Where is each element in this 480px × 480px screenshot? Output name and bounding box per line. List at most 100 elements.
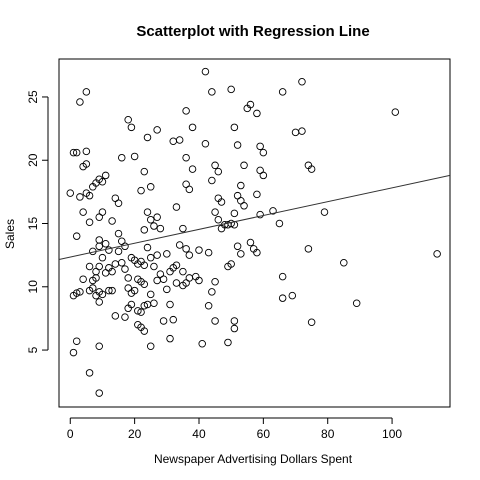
data-point bbox=[234, 142, 241, 149]
data-point bbox=[353, 300, 360, 307]
data-point bbox=[99, 209, 106, 216]
data-point bbox=[215, 216, 222, 223]
data-point bbox=[176, 242, 183, 249]
data-point bbox=[205, 302, 212, 309]
x-tick-label: 40 bbox=[192, 427, 206, 441]
data-point bbox=[260, 172, 267, 179]
data-point bbox=[96, 299, 103, 306]
data-point bbox=[144, 134, 151, 141]
data-point bbox=[83, 89, 90, 96]
data-point bbox=[147, 216, 154, 223]
data-point bbox=[80, 209, 87, 216]
data-point bbox=[257, 143, 264, 150]
data-point bbox=[102, 172, 109, 179]
data-point bbox=[173, 204, 180, 211]
data-point bbox=[238, 182, 245, 189]
data-point bbox=[279, 89, 286, 96]
data-point bbox=[212, 318, 219, 325]
data-point bbox=[202, 68, 209, 75]
data-point bbox=[73, 338, 80, 345]
data-point bbox=[202, 140, 209, 147]
data-point bbox=[147, 254, 154, 261]
data-point bbox=[173, 280, 180, 287]
x-axis: 0 20 40 60 80 100 bbox=[67, 418, 402, 441]
data-point bbox=[247, 239, 254, 246]
data-point bbox=[118, 259, 125, 266]
y-tick-label: 25 bbox=[26, 90, 40, 104]
data-point bbox=[80, 276, 87, 283]
data-point bbox=[151, 223, 158, 230]
data-point bbox=[86, 219, 93, 226]
data-point bbox=[241, 202, 248, 209]
data-point bbox=[125, 116, 132, 123]
x-tick-label: 0 bbox=[67, 427, 74, 441]
y-tick-label: 10 bbox=[26, 280, 40, 294]
data-point bbox=[260, 149, 267, 156]
data-point bbox=[299, 78, 306, 85]
data-point bbox=[209, 89, 216, 96]
data-point bbox=[189, 166, 196, 173]
data-point bbox=[279, 295, 286, 302]
data-point bbox=[180, 268, 187, 275]
data-point bbox=[147, 343, 154, 350]
data-point bbox=[96, 343, 103, 350]
data-point bbox=[183, 108, 190, 115]
data-point bbox=[231, 210, 238, 217]
data-point bbox=[164, 286, 171, 293]
data-point bbox=[151, 300, 158, 307]
data-point bbox=[292, 129, 299, 136]
data-point bbox=[176, 137, 183, 144]
y-tick-label: 15 bbox=[26, 217, 40, 231]
data-point bbox=[138, 187, 145, 194]
data-point bbox=[228, 86, 235, 93]
x-tick-label: 20 bbox=[128, 427, 142, 441]
data-point bbox=[109, 218, 116, 225]
x-axis-label: Newspaper Advertising Dollars Spent bbox=[154, 452, 353, 466]
data-point bbox=[128, 124, 135, 131]
data-point bbox=[160, 276, 167, 283]
data-point bbox=[122, 314, 129, 321]
data-point bbox=[170, 316, 177, 323]
data-point bbox=[225, 339, 232, 346]
data-point bbox=[141, 168, 148, 175]
data-point bbox=[141, 227, 148, 234]
data-point bbox=[154, 252, 161, 259]
data-point bbox=[215, 168, 222, 175]
data-point bbox=[299, 128, 306, 135]
data-point bbox=[212, 162, 219, 169]
data-point bbox=[86, 370, 93, 377]
data-point bbox=[160, 318, 167, 325]
data-point bbox=[96, 237, 103, 244]
data-point bbox=[254, 110, 261, 117]
data-point bbox=[183, 154, 190, 161]
data-point bbox=[196, 247, 203, 254]
data-point bbox=[276, 220, 283, 227]
data-point bbox=[67, 190, 74, 197]
data-point bbox=[199, 340, 206, 347]
data-point bbox=[167, 301, 174, 308]
data-point bbox=[99, 254, 106, 261]
data-point bbox=[254, 191, 261, 198]
data-point bbox=[154, 277, 161, 284]
data-point bbox=[144, 244, 151, 251]
data-point bbox=[238, 251, 245, 258]
data-point bbox=[321, 209, 328, 216]
data-point bbox=[96, 263, 103, 270]
data-point bbox=[83, 148, 90, 155]
data-point bbox=[434, 251, 441, 258]
x-tick-label: 80 bbox=[321, 427, 335, 441]
y-tick-label: 5 bbox=[26, 346, 40, 353]
data-point bbox=[96, 390, 103, 397]
data-point bbox=[77, 99, 84, 106]
data-point bbox=[189, 124, 196, 131]
data-point bbox=[157, 225, 164, 232]
data-point bbox=[112, 313, 119, 320]
y-tick-label: 20 bbox=[26, 153, 40, 167]
data-point bbox=[164, 251, 171, 258]
data-point bbox=[115, 200, 122, 207]
data-point bbox=[131, 153, 138, 160]
data-point bbox=[144, 209, 151, 216]
data-point bbox=[231, 124, 238, 131]
data-point bbox=[205, 249, 212, 256]
